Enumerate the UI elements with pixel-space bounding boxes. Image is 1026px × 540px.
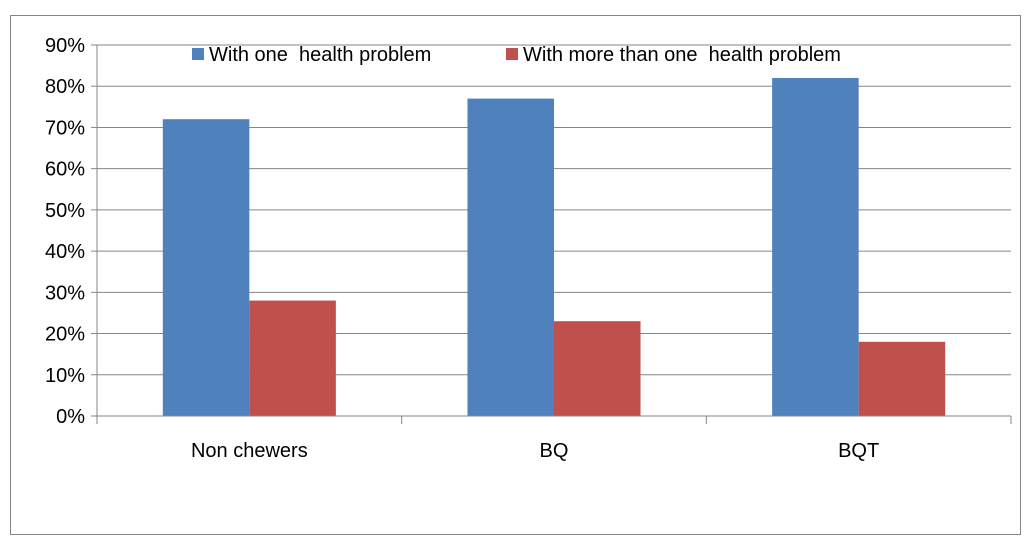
x-tick-label: BQT [838, 440, 879, 462]
bar-more-than-one-problem [249, 300, 336, 416]
axes: 0% 10% 20% 30% 40% 50% 60% 70% 80% 90% Non chewers… [45, 35, 1012, 462]
y-tick-label: 90% [45, 35, 85, 57]
x-tick-label: Non chewers [191, 440, 308, 462]
bar-more-than-one-problem [858, 341, 946, 416]
y-tick-label: 20% [45, 324, 85, 346]
y-tick-label: 80% [45, 76, 85, 98]
legend-label: With more than one health problem [523, 44, 841, 66]
bar-one-problem [772, 77, 859, 416]
y-tick-label: 30% [45, 282, 85, 304]
bars [162, 77, 946, 416]
y-tick-label: 0% [56, 406, 85, 428]
y-tick-label: 10% [45, 365, 85, 387]
y-tick-label: 40% [45, 241, 85, 263]
legend-swatch [506, 48, 518, 60]
bar-one-problem [162, 119, 250, 416]
legend: With one health problem With more than on… [192, 44, 841, 66]
x-tick-label: BQ [540, 440, 569, 462]
bar-chart: 0% 10% 20% 30% 40% 50% 60% 70% 80% 90% Non chewers… [10, 15, 1021, 535]
y-tick-label: 70% [45, 117, 85, 139]
y-tick-label: 60% [45, 159, 85, 181]
bar-more-than-one-problem [554, 321, 641, 416]
legend-label: With one health problem [209, 44, 431, 66]
chart-container: 0% 10% 20% 30% 40% 50% 60% 70% 80% 90% Non chewers… [10, 15, 1021, 535]
legend-swatch [192, 48, 204, 60]
bar-one-problem [467, 98, 554, 416]
y-tick-label: 50% [45, 200, 85, 222]
